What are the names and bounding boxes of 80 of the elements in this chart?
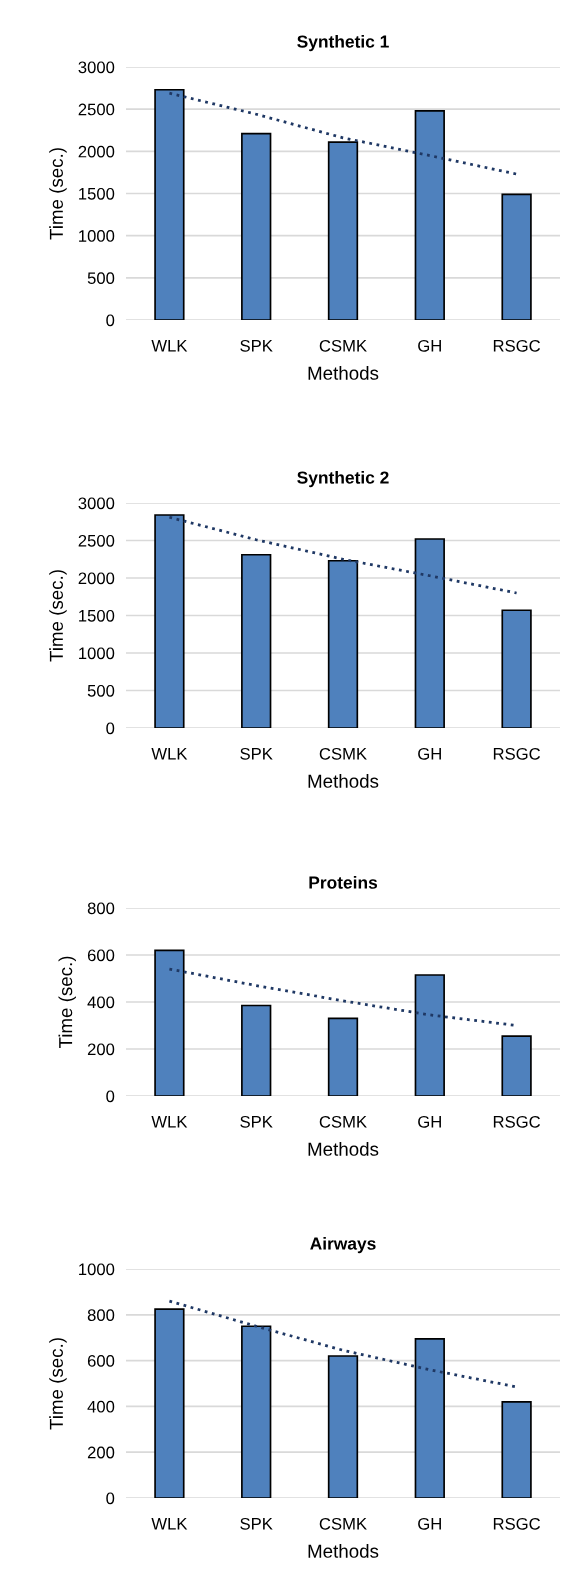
x-tick-label: SPK [240,747,273,760]
x-tick-label: GH [418,339,441,352]
bar [414,1338,445,1498]
bar [414,538,445,728]
y-tick-label: 0 [106,1492,115,1505]
bar [241,553,272,728]
bar [501,193,532,320]
y-tick-label: 0 [106,314,115,327]
bar [501,609,532,728]
x-tick-label: SPK [240,1115,273,1128]
bar [154,88,185,320]
x-tick-label: SPK [240,339,273,352]
x-tick-label: CSMK [319,339,367,352]
x-tick-label: RSGC [493,747,541,760]
x-tick-label: RSGC [493,1517,541,1530]
y-tick-label: 500 [87,272,115,285]
y-tick-label: 800 [87,1309,115,1321]
x-tick-label: RSGC [493,339,541,352]
x-axis-title: Methods [308,1142,379,1156]
x-axis-title: Methods [308,1544,379,1558]
bar [327,1355,359,1498]
x-axis-title: Methods [308,366,379,380]
y-tick-label: 500 [87,684,115,697]
x-tick-label: SPK [240,1517,273,1530]
chart-title: Proteins [309,875,378,889]
bar [154,514,185,728]
bar [327,1017,359,1096]
bar [241,132,272,320]
y-tick-label: 1500 [79,609,115,622]
chart-title: Synthetic 2 [297,470,389,488]
y-tick-label: 2500 [78,534,115,547]
x-tick-label: CSMK [319,1517,367,1530]
bar [241,1325,272,1498]
line-series [168,1299,518,1389]
bar [154,1308,185,1498]
y-tick-label: 3000 [78,497,115,510]
x-tick-label: GH [418,1115,441,1128]
line-series [168,91,518,176]
x-tick-label: CSMK [319,747,367,760]
y-tick-label: 1000 [79,1263,115,1276]
y-tick-label: 0 [106,722,115,735]
x-axis-title: Methods [308,774,379,788]
y-tick-label: 200 [87,1446,115,1459]
bar [501,1400,532,1498]
y-tick-label: 1500 [79,187,115,200]
bar [414,110,445,320]
x-tick-label: CSMK [319,1115,367,1128]
y-tick-label: 2500 [78,103,115,116]
x-tick-label: WLK [151,1116,188,1128]
y-tick-label: 800 [87,902,115,915]
y-tick-label: 400 [87,1400,115,1413]
bar [327,559,359,728]
y-tick-label: 0 [106,1090,115,1103]
x-tick-label: WLK [151,1518,188,1530]
y-axis-title: Time (sec.) [49,148,67,240]
y-tick-label: 2000 [78,572,115,585]
y-tick-label: 600 [87,949,115,962]
chart-title: Airways [310,1236,376,1254]
bar [154,949,185,1096]
x-tick-label: RSGC [493,1115,541,1128]
bar [501,1035,532,1096]
y-axis-title: Time (sec.) [49,1338,67,1430]
x-tick-label: WLK [151,340,188,352]
y-axis-title: Time (sec.) [58,956,76,1049]
bar [414,974,445,1096]
y-tick-label: 2000 [78,145,115,158]
x-tick-label: WLK [151,748,188,760]
y-tick-label: 600 [87,1355,115,1367]
x-tick-label: GH [418,747,441,760]
y-tick-label: 1000 [79,230,115,242]
y-tick-label: 400 [87,996,115,1009]
bar [241,1004,272,1096]
chart-title: Synthetic 1 [297,34,389,52]
y-axis-title: Time (sec.) [49,570,67,662]
y-tick-label: 1000 [79,647,115,660]
x-tick-label: GH [418,1517,441,1530]
line-series [168,515,518,595]
bar [327,141,359,320]
y-tick-label: 200 [87,1043,115,1056]
y-tick-label: 3000 [78,61,115,74]
